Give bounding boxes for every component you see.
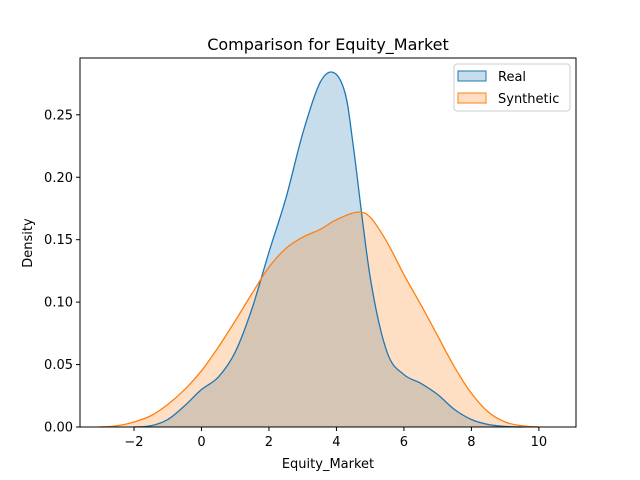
legend: Real Synthetic [453,63,571,112]
y-tick-label: 0.25 [44,108,73,123]
y-axis: 0.00 0.05 0.10 0.15 0.20 0.25 [44,108,80,436]
x-tick-label: 0 [197,435,205,450]
x-axis: −2 0 2 4 6 8 10 [124,427,547,450]
x-tick-label: −2 [124,435,143,450]
series-fill-real [133,71,523,427]
x-tick-label: 8 [467,435,475,450]
x-tick-label: 4 [332,435,340,450]
plot-frame [79,57,577,428]
y-tick-label: 0.10 [44,296,73,311]
series-line-real [133,71,523,428]
legend-label-real: Real [498,70,526,85]
series-line-synthetic [100,211,539,428]
x-tick-label: 6 [400,435,408,450]
legend-swatch-synthetic [457,92,487,104]
legend-label-synthetic: Synthetic [498,92,559,107]
y-tick-label: 0.20 [44,171,73,186]
x-tick-label: 10 [531,435,548,450]
plot-lines [100,71,539,428]
legend-frame [453,63,571,112]
plot-fills [100,71,539,427]
legend-swatch-real [457,70,487,82]
chart-title: Comparison for Equity_Market [207,35,449,55]
y-tick-label: 0.05 [44,358,73,373]
y-tick-label: 0.15 [44,233,73,248]
y-axis-label: Density [21,218,36,268]
x-axis-label: Equity_Market [282,457,374,472]
y-tick-label: 0.00 [44,421,73,436]
series-fill-synthetic [100,212,539,427]
x-tick-label: 2 [265,435,273,450]
